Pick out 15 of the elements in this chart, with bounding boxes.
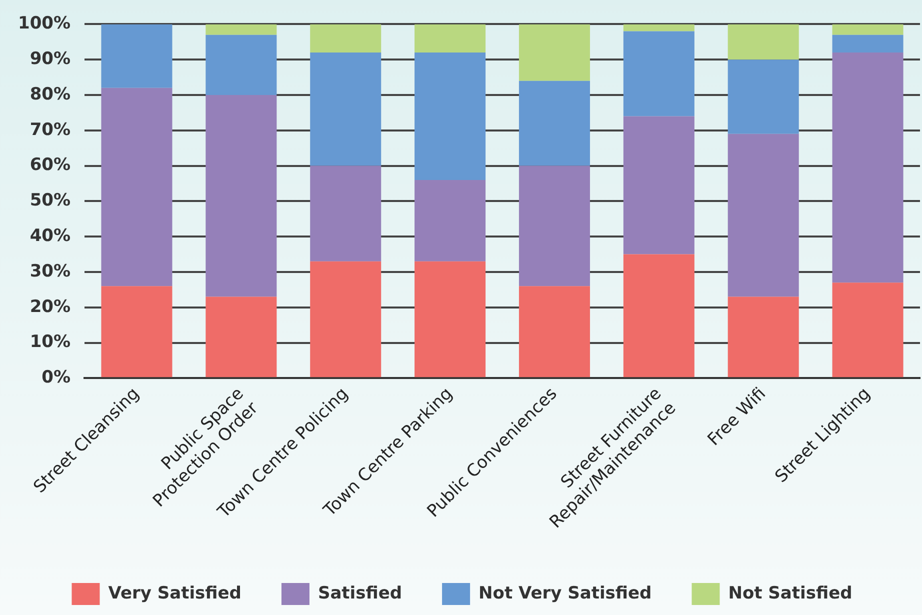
y-tick-label: 20% <box>30 296 71 317</box>
legend-label: Not Satisfied <box>728 583 852 604</box>
y-tick-label: 40% <box>30 226 71 246</box>
y-tick-label: 70% <box>30 120 71 140</box>
y-tick-label: 50% <box>30 190 71 211</box>
legend-label: Very Satisfied <box>108 583 242 604</box>
y-tick-label: 0% <box>42 368 71 388</box>
y-tick-label: 30% <box>30 261 71 282</box>
y-tick-label: 100% <box>18 14 71 34</box>
y-tick-label: 10% <box>30 332 71 352</box>
legend-label: Satisfied <box>318 583 402 604</box>
y-tick-label: 80% <box>30 84 71 104</box>
legend-label: Not Very Satisfied <box>478 583 652 604</box>
y-tick-label: 60% <box>30 155 71 176</box>
y-tick-label: 90% <box>30 49 71 70</box>
